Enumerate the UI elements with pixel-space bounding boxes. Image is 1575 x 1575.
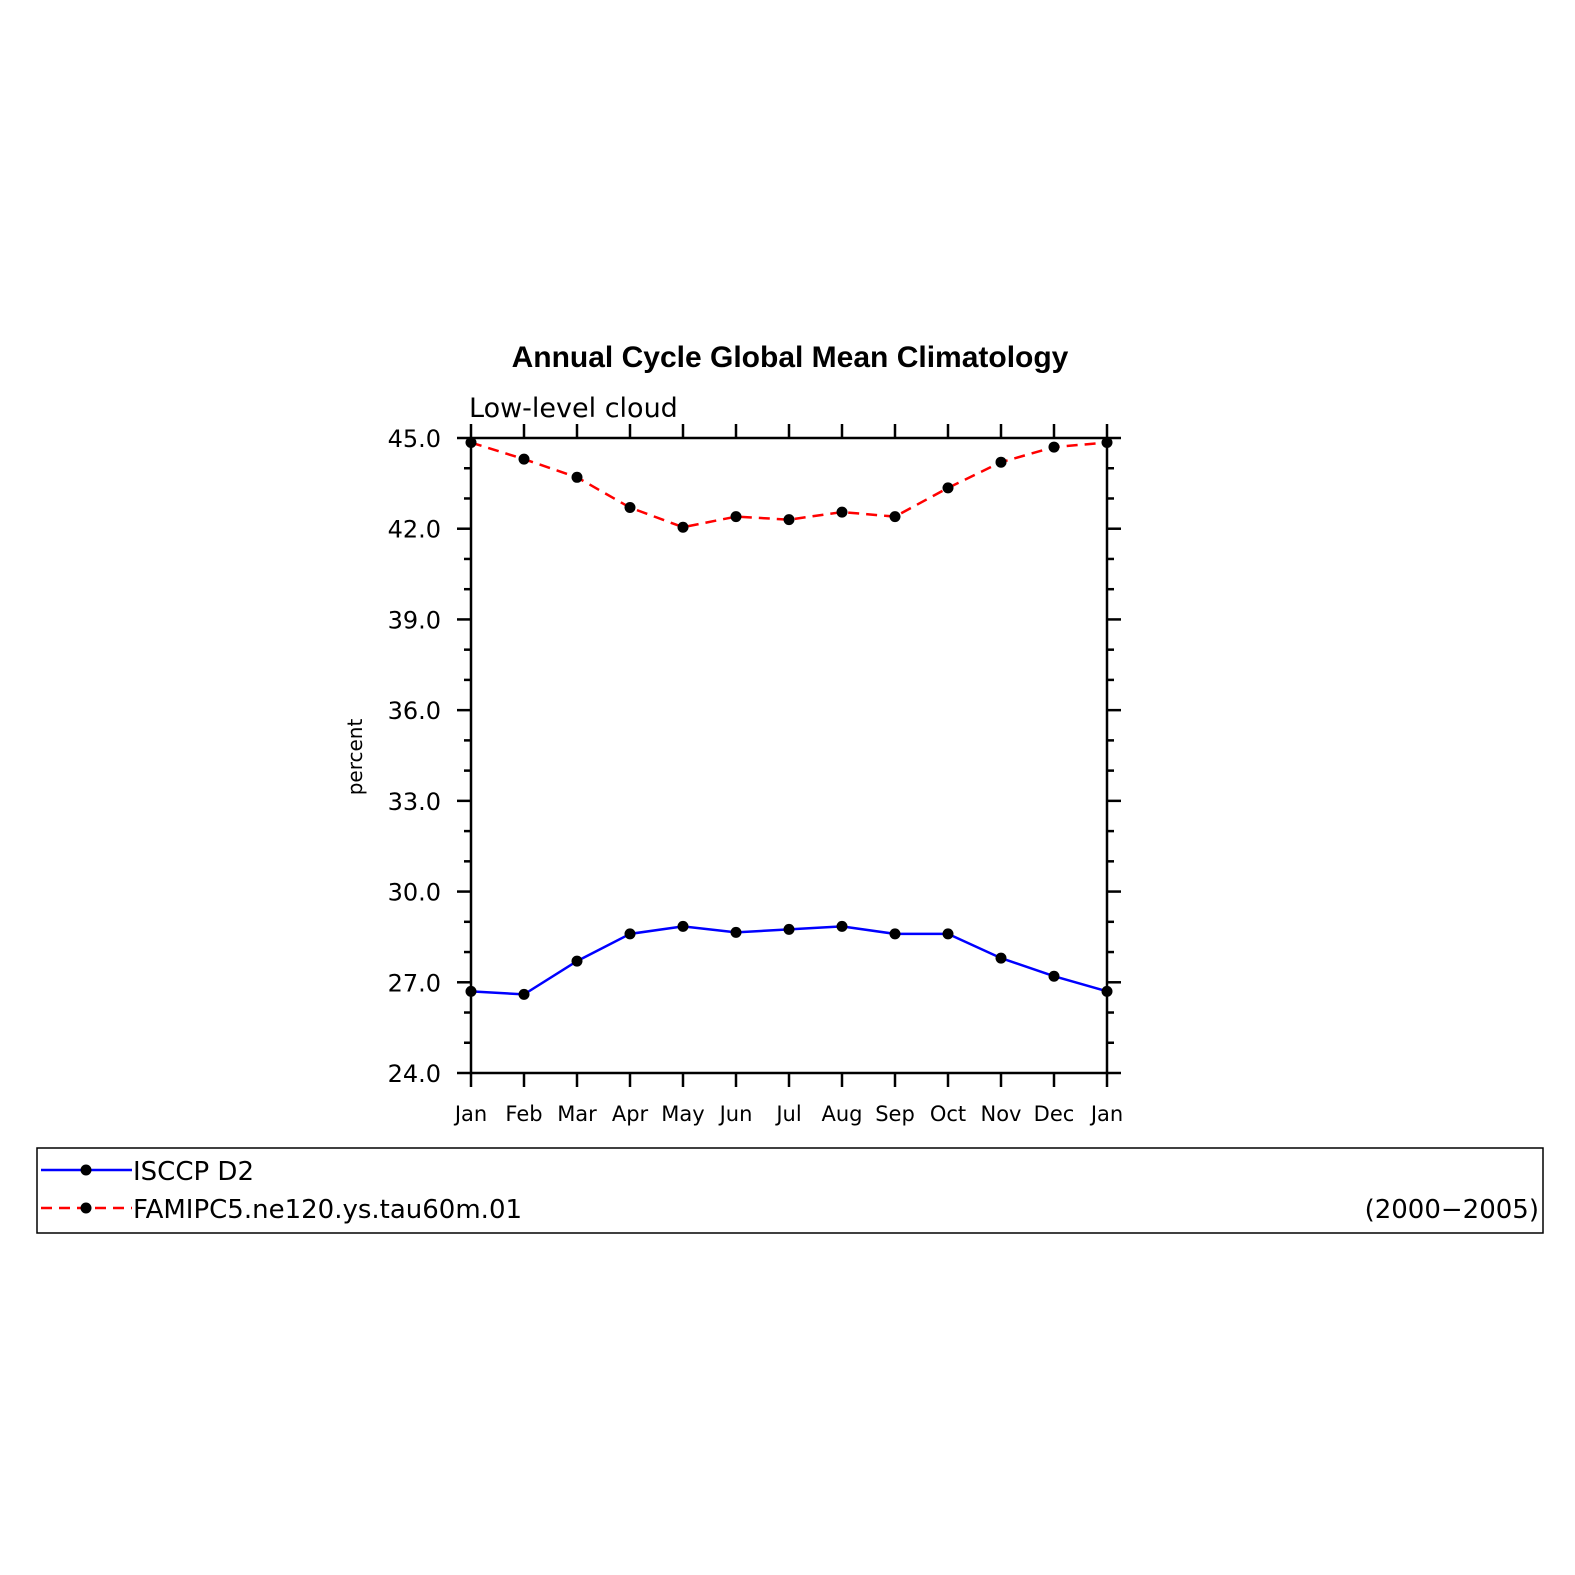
legend-marker-isccp	[80, 1164, 92, 1176]
date-range-annotation: (2000−2005)	[1365, 1195, 1539, 1225]
data-point	[942, 482, 954, 494]
data-point	[942, 928, 954, 940]
data-point	[995, 456, 1007, 468]
legend: ISCCP D2 FAMIPC5.ne120.ys.tau60m.01 (200…	[36, 1147, 1544, 1234]
x-tick-label: Jan	[1089, 1102, 1123, 1126]
x-tick-label: Nov	[981, 1102, 1022, 1126]
data-point	[1048, 441, 1060, 453]
y-tick-label: 42.0	[388, 516, 441, 544]
data-point	[624, 928, 636, 940]
data-point	[783, 514, 795, 526]
x-tick-label: Dec	[1034, 1102, 1075, 1126]
y-tick-label: 30.0	[388, 879, 441, 907]
data-point	[518, 453, 530, 465]
data-point	[730, 926, 742, 938]
data-point	[465, 437, 477, 449]
data-point	[1048, 970, 1060, 982]
legend-marker-famipc5	[80, 1202, 92, 1214]
y-tick-label: 33.0	[388, 788, 441, 816]
x-tick-label: Mar	[557, 1102, 597, 1126]
chart-subtitle: Low-level cloud	[469, 393, 678, 424]
plot-frame	[469, 436, 1109, 1075]
data-point	[836, 506, 848, 518]
data-point	[1101, 985, 1113, 997]
data-point	[889, 928, 901, 940]
y-tick-label: 24.0	[388, 1060, 441, 1088]
data-point	[889, 511, 901, 523]
data-point	[624, 502, 636, 514]
series-line-0	[470, 925, 1108, 996]
y-axis-label: percent	[343, 719, 367, 796]
data-point	[995, 952, 1007, 964]
y-tick-label: 36.0	[388, 697, 441, 725]
x-tick-label: Jan	[453, 1102, 487, 1126]
x-tick-label: Sep	[875, 1102, 915, 1126]
y-tick-label: 39.0	[388, 606, 441, 634]
x-tick-label: Aug	[821, 1102, 862, 1126]
data-point	[571, 955, 583, 967]
x-tick-label: Apr	[612, 1102, 649, 1126]
data-point	[783, 923, 795, 935]
axis-ticks: Jan Feb Mar Apr May Jun Jul Aug Sep Oct Nov Dec Jan 2…	[388, 424, 1123, 1126]
data-point	[1101, 437, 1113, 449]
y-tick-label: 45.0	[388, 425, 441, 453]
y-tick-label: 27.0	[388, 969, 441, 997]
legend-box	[36, 1147, 1544, 1234]
data-point	[836, 920, 848, 932]
series-layer	[465, 437, 1113, 1000]
data-point	[677, 920, 689, 932]
legend-label-famipc5: FAMIPC5.ne120.ys.tau60m.01	[133, 1195, 522, 1225]
x-tick-label: Oct	[930, 1102, 966, 1126]
data-point	[518, 988, 530, 1000]
data-point	[571, 471, 583, 483]
data-point	[677, 521, 689, 533]
legend-label-isccp: ISCCP D2	[133, 1157, 254, 1187]
x-tick-label: Jul	[774, 1102, 801, 1126]
data-point	[730, 511, 742, 523]
data-point	[465, 985, 477, 997]
x-tick-label: May	[661, 1102, 704, 1126]
chart-title: Annual Cycle Global Mean Climatology	[512, 341, 1069, 374]
x-tick-label: Feb	[505, 1102, 542, 1126]
x-tick-label: Jun	[718, 1102, 753, 1126]
